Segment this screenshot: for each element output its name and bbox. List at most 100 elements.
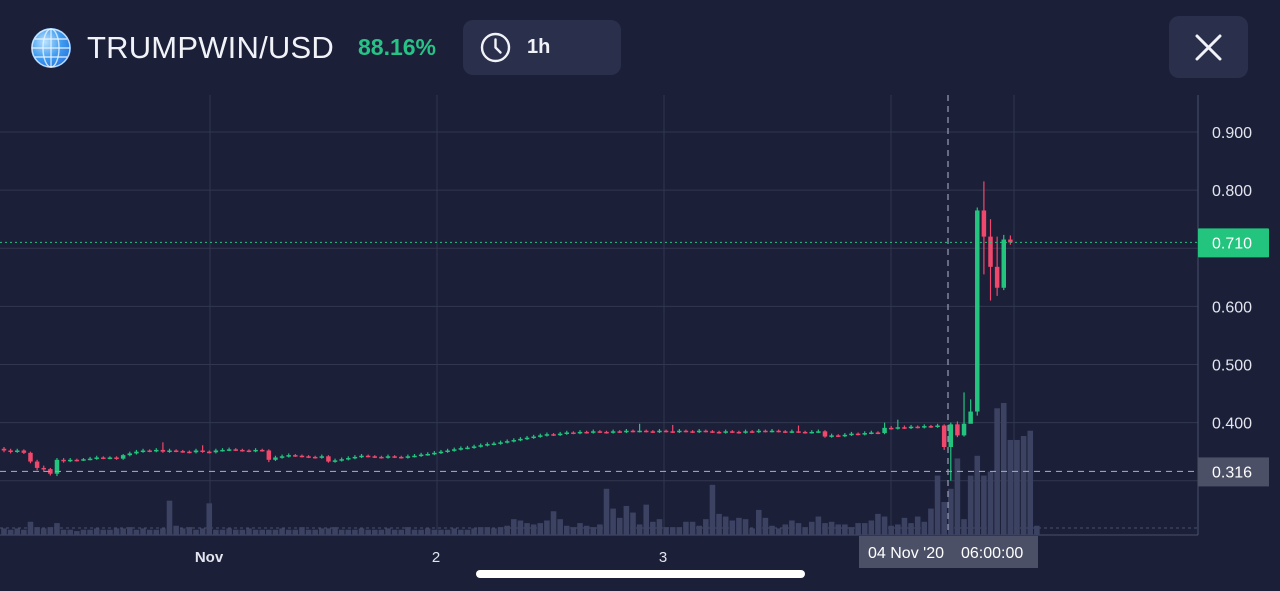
candle-body bbox=[663, 430, 669, 433]
volume-bar bbox=[491, 528, 497, 535]
volume-bar bbox=[319, 528, 325, 535]
candle-body bbox=[107, 457, 113, 459]
volume-bar bbox=[34, 527, 40, 535]
volume-bar bbox=[193, 529, 199, 535]
candle-body bbox=[127, 453, 133, 456]
volume-bar bbox=[292, 529, 299, 535]
volume-bar bbox=[226, 528, 232, 535]
candle-body bbox=[730, 431, 735, 433]
candle-body bbox=[425, 453, 430, 456]
candle-body bbox=[405, 456, 411, 458]
volume-bar bbox=[868, 520, 875, 535]
volume-bar bbox=[484, 527, 491, 535]
volume-bar bbox=[1007, 439, 1014, 535]
time-tick-label: 3 bbox=[659, 549, 667, 566]
close-icon bbox=[1195, 34, 1222, 61]
candle-body bbox=[557, 433, 563, 436]
candle-body bbox=[120, 455, 126, 459]
candle-body bbox=[61, 459, 66, 462]
volume-bar bbox=[650, 521, 656, 535]
candle-body bbox=[226, 449, 232, 451]
volume-bar bbox=[405, 527, 411, 535]
candle-body bbox=[657, 430, 662, 433]
volume-bar bbox=[511, 519, 517, 535]
volume-bar bbox=[199, 528, 206, 535]
volume-bar bbox=[285, 529, 292, 535]
volume-bar bbox=[696, 525, 702, 535]
candle-body bbox=[306, 456, 311, 458]
volume-bar bbox=[888, 525, 894, 535]
candle-body bbox=[643, 430, 649, 433]
volume-bar bbox=[279, 528, 285, 535]
volume-bar bbox=[67, 529, 73, 535]
volume-bar bbox=[537, 523, 544, 535]
candle-body bbox=[8, 450, 13, 452]
candle-body bbox=[895, 427, 901, 429]
volume-bar bbox=[206, 503, 213, 535]
candle-body bbox=[193, 450, 199, 453]
volume-bars bbox=[1, 403, 1040, 535]
candle-body bbox=[432, 452, 437, 455]
volume-bar bbox=[861, 523, 868, 535]
candle-body bbox=[862, 433, 867, 435]
candle-body bbox=[756, 430, 762, 433]
candle-body bbox=[246, 450, 252, 452]
candle-body bbox=[591, 431, 596, 433]
interval-button[interactable]: 1h bbox=[463, 20, 621, 75]
volume-bar bbox=[656, 519, 663, 535]
volume-bar bbox=[616, 517, 623, 535]
volume-bar bbox=[305, 529, 312, 535]
volume-bar bbox=[1014, 439, 1020, 535]
candle-body bbox=[21, 450, 27, 453]
volume-bar bbox=[107, 529, 113, 535]
candle-body bbox=[233, 449, 238, 451]
candle-body bbox=[180, 451, 186, 453]
candle-body bbox=[140, 450, 146, 452]
candle-body bbox=[915, 426, 920, 429]
candle-body bbox=[710, 431, 715, 433]
candle-body bbox=[796, 431, 801, 433]
volume-bar bbox=[219, 529, 226, 535]
volume-bar bbox=[563, 525, 570, 535]
volume-bar bbox=[762, 517, 769, 535]
candle-body bbox=[703, 430, 709, 433]
volume-bar bbox=[120, 528, 126, 535]
volume-bar bbox=[140, 528, 146, 535]
candle-body bbox=[67, 459, 73, 462]
volume-bar bbox=[974, 455, 981, 535]
candle-body bbox=[888, 427, 894, 430]
volume-bar bbox=[332, 527, 338, 535]
volume-bar bbox=[464, 529, 471, 535]
volume-bar bbox=[643, 504, 650, 535]
volume-bar bbox=[689, 521, 696, 535]
volume-bar bbox=[378, 529, 385, 535]
volume-bar bbox=[981, 475, 987, 535]
volume-bar bbox=[385, 528, 391, 535]
volume-bar bbox=[266, 529, 272, 535]
volume-bar bbox=[1, 528, 7, 535]
clock-icon bbox=[480, 32, 511, 63]
volume-bar bbox=[517, 520, 524, 535]
volume-bar bbox=[722, 516, 729, 535]
volume-bar bbox=[371, 529, 378, 535]
candle-body bbox=[279, 456, 285, 458]
candle-body bbox=[518, 438, 523, 441]
crosshair-time-label: 06:00:00 bbox=[961, 545, 1023, 562]
close-button[interactable] bbox=[1169, 16, 1248, 78]
volume-bar bbox=[597, 524, 603, 535]
candle-body bbox=[94, 457, 99, 459]
candle-body bbox=[471, 446, 477, 448]
symbol-title[interactable]: TRUMPWIN/USD bbox=[87, 30, 334, 65]
candle-body bbox=[829, 435, 834, 437]
candle-body bbox=[101, 457, 106, 459]
candle-body bbox=[743, 431, 748, 433]
candle-body bbox=[160, 449, 166, 452]
candle-body bbox=[438, 451, 444, 454]
candle-body bbox=[802, 431, 808, 434]
candle-body bbox=[961, 423, 967, 436]
candle-body bbox=[259, 449, 265, 452]
home-indicator[interactable] bbox=[476, 570, 805, 578]
candle-body bbox=[531, 436, 536, 439]
candle-body bbox=[763, 430, 768, 433]
